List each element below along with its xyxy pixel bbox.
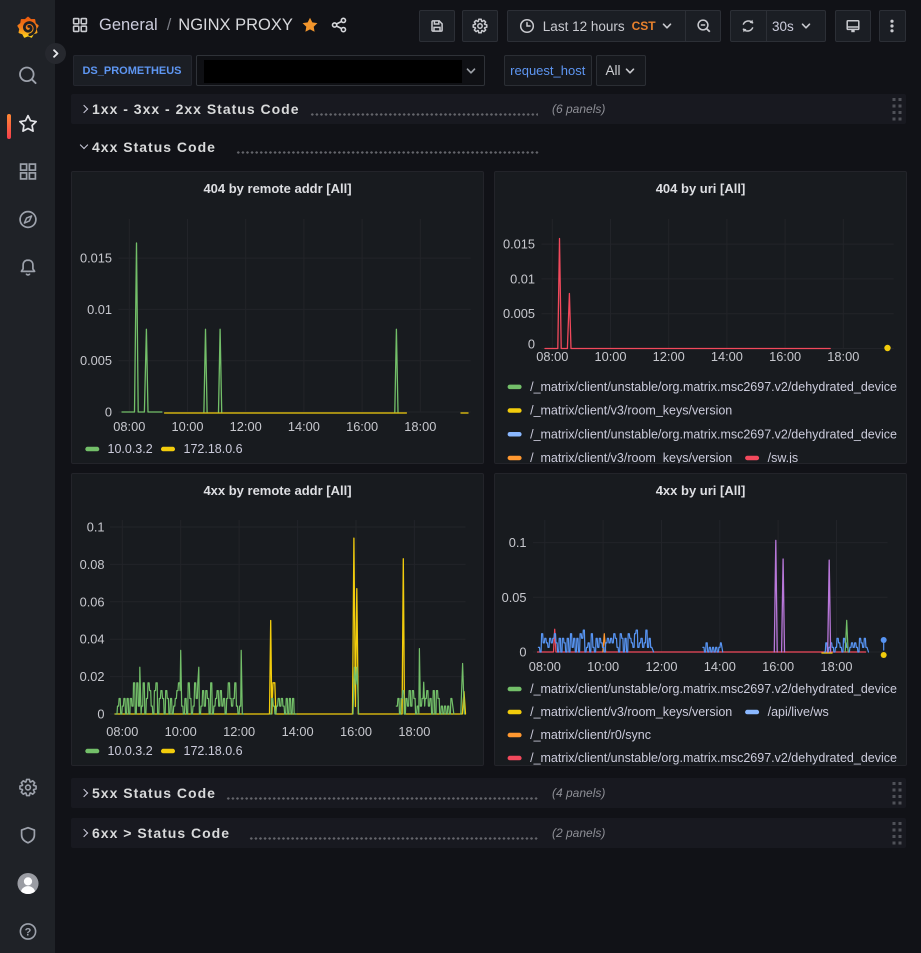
svg-text:10:00: 10:00: [587, 659, 619, 674]
svg-text:0.02: 0.02: [80, 669, 105, 684]
svg-text:0.015: 0.015: [80, 251, 112, 266]
svg-text:16:00: 16:00: [769, 349, 801, 364]
svg-text:/_matrix/client/v3/room_keys/v: /_matrix/client/v3/room_keys/version: [530, 451, 732, 463]
svg-text:/_matrix/client/v3/room_keys/v: /_matrix/client/v3/room_keys/version: [530, 404, 732, 418]
svg-text:0: 0: [519, 645, 526, 660]
svg-text:/_matrix/client/unstable/org.m: /_matrix/client/unstable/org.matrix.msc2…: [530, 682, 897, 696]
svg-text:14:00: 14:00: [704, 659, 736, 674]
svg-text:0.08: 0.08: [80, 557, 105, 572]
svg-text:08:00: 08:00: [113, 419, 145, 434]
svg-text:0.06: 0.06: [80, 594, 105, 609]
svg-text:/_matrix/client/unstable/org.m: /_matrix/client/unstable/org.matrix.msc2…: [530, 380, 897, 394]
svg-text:0.05: 0.05: [502, 590, 527, 605]
svg-text:10:00: 10:00: [171, 419, 203, 434]
svg-text:0.01: 0.01: [510, 271, 535, 286]
svg-text:0: 0: [528, 337, 535, 352]
svg-text:0.005: 0.005: [503, 306, 535, 321]
svg-text:12:00: 12:00: [230, 419, 262, 434]
svg-text:0.005: 0.005: [80, 353, 112, 368]
svg-text:0.1: 0.1: [87, 520, 105, 535]
svg-text:08:00: 08:00: [106, 724, 138, 739]
svg-text:12:00: 12:00: [653, 349, 685, 364]
svg-text:/_matrix/client/v3/room_keys/v: /_matrix/client/v3/room_keys/version: [530, 705, 732, 719]
svg-text:18:00: 18:00: [820, 659, 852, 674]
svg-text:/api/live/ws: /api/live/ws: [768, 705, 829, 719]
svg-text:14:00: 14:00: [711, 349, 743, 364]
svg-text:08:00: 08:00: [529, 659, 561, 674]
svg-text:0.01: 0.01: [87, 302, 112, 317]
svg-text:/_matrix/client/unstable/org.m: /_matrix/client/unstable/org.matrix.msc2…: [530, 751, 897, 765]
svg-text:16:00: 16:00: [340, 724, 372, 739]
svg-text:16:00: 16:00: [346, 419, 378, 434]
svg-text:/sw.js: /sw.js: [768, 451, 799, 463]
svg-text:10.0.3.2: 10.0.3.2: [108, 442, 153, 456]
svg-text:18:00: 18:00: [827, 349, 859, 364]
svg-text:/_matrix/client/r0/sync: /_matrix/client/r0/sync: [530, 728, 651, 742]
svg-text:12:00: 12:00: [645, 659, 677, 674]
svg-text:08:00: 08:00: [536, 349, 568, 364]
svg-text:16:00: 16:00: [762, 659, 794, 674]
svg-text:18:00: 18:00: [398, 724, 430, 739]
svg-text:12:00: 12:00: [223, 724, 255, 739]
svg-text:0.015: 0.015: [503, 237, 535, 252]
svg-text:10:00: 10:00: [594, 349, 626, 364]
svg-text:/_matrix/client/unstable/org.m: /_matrix/client/unstable/org.matrix.msc2…: [530, 427, 897, 441]
svg-text:14:00: 14:00: [282, 724, 314, 739]
svg-text:?: ?: [24, 926, 31, 938]
svg-text:0.04: 0.04: [80, 632, 105, 647]
svg-text:172.18.0.6: 172.18.0.6: [184, 744, 243, 758]
svg-text:14:00: 14:00: [288, 419, 320, 434]
svg-text:10:00: 10:00: [165, 724, 197, 739]
svg-text:10.0.3.2: 10.0.3.2: [108, 744, 153, 758]
svg-text:0: 0: [97, 707, 104, 722]
svg-text:0.1: 0.1: [509, 535, 527, 550]
svg-text:172.18.0.6: 172.18.0.6: [184, 442, 243, 456]
svg-text:18:00: 18:00: [404, 419, 436, 434]
svg-text:0: 0: [105, 405, 112, 420]
